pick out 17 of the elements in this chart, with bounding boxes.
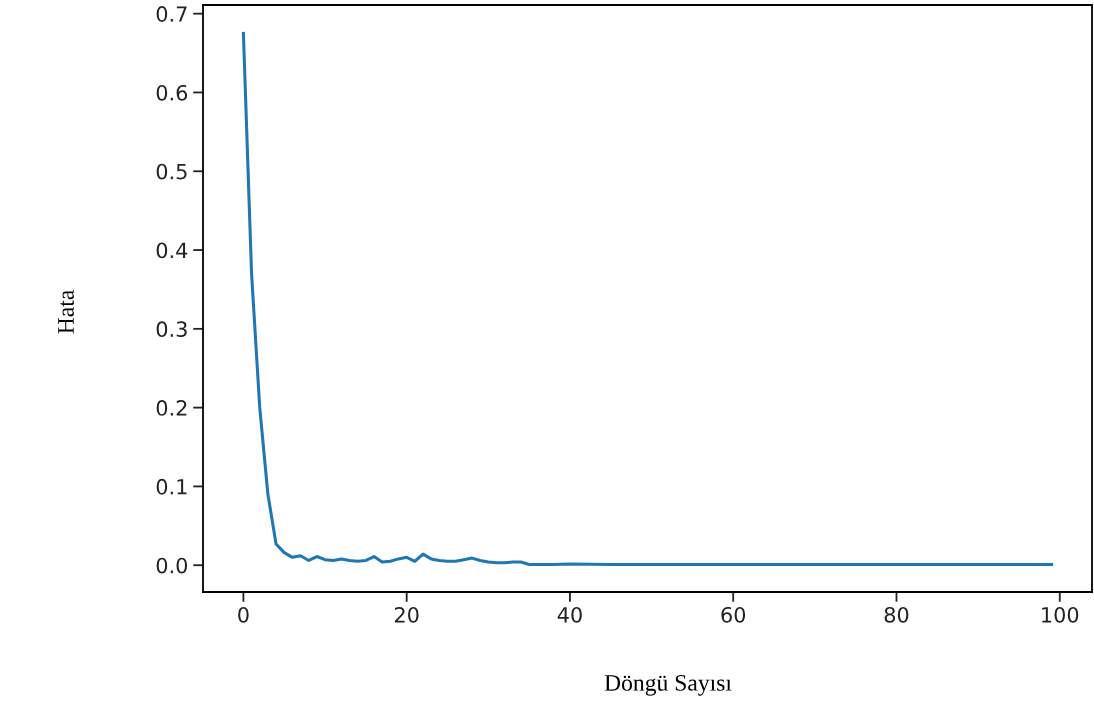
y-axis-title: Hata [58,290,74,334]
x-tick-label: 0 [238,606,249,623]
y-tick-label: 0.2 [156,400,187,416]
y-tick-label: 0.0 [156,557,188,574]
x-tick-label: 80 [884,606,909,623]
y-tick-label: 0.6 [156,84,188,101]
y-tick-label: 0.5 [156,163,187,180]
x-tick-label: 100 [1042,606,1079,623]
line-series [241,31,1054,566]
x-axis-title: Döngü Sayısı [604,674,732,696]
x-tick-label: 60 [721,606,746,623]
y-tick-label: 0.1 [156,478,187,495]
y-tick-label: 0.3 [156,321,187,338]
y-tick-label: 0.7 [156,6,187,22]
x-tick-label: 40 [557,606,582,623]
x-tick-label: 20 [394,606,419,623]
y-tick-label: 0.4 [156,242,188,259]
